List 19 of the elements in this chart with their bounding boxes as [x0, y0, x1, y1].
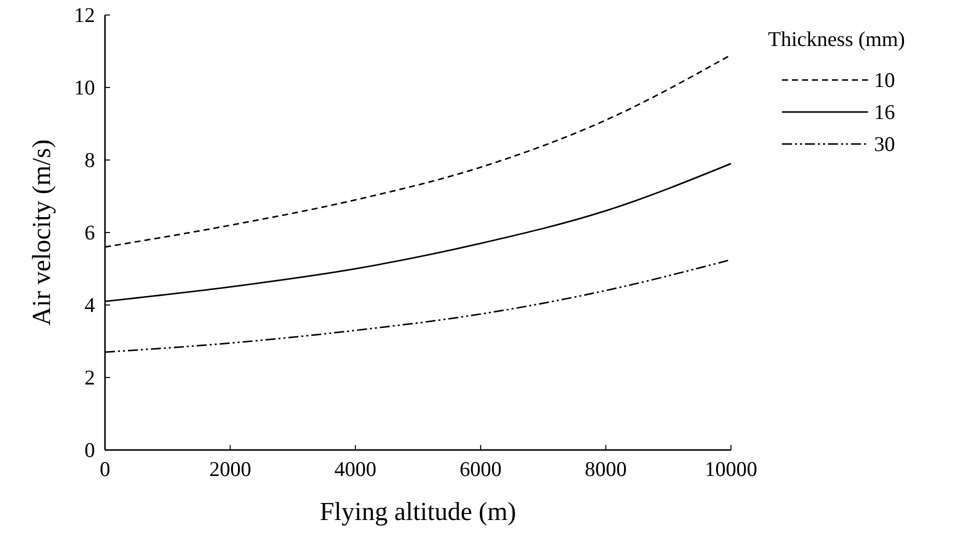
y-tick-label: 4 [84, 293, 96, 317]
y-axis-title: Air velocity (m/s) [27, 139, 56, 326]
y-tick-label: 12 [74, 3, 95, 27]
x-tick-label: 4000 [334, 457, 376, 481]
y-tick-label: 2 [84, 366, 95, 390]
x-tick-label: 0 [100, 457, 110, 481]
x-tick-label: 10000 [704, 457, 758, 481]
y-tick-label: 6 [84, 220, 95, 244]
legend-label: 30 [874, 132, 895, 156]
legend-title: Thickness (mm) [768, 27, 906, 51]
x-tick-label: 2000 [209, 457, 252, 481]
y-tick-label: 8 [84, 148, 95, 172]
y-tick-label: 0 [84, 438, 95, 462]
legend-label: 16 [874, 100, 895, 124]
legend-label: 10 [874, 68, 895, 92]
x-tick-label: 6000 [460, 457, 502, 481]
x-axis-title: Flying altitude (m) [320, 497, 516, 526]
y-tick-label: 10 [74, 76, 95, 100]
x-tick-label: 8000 [584, 457, 627, 481]
